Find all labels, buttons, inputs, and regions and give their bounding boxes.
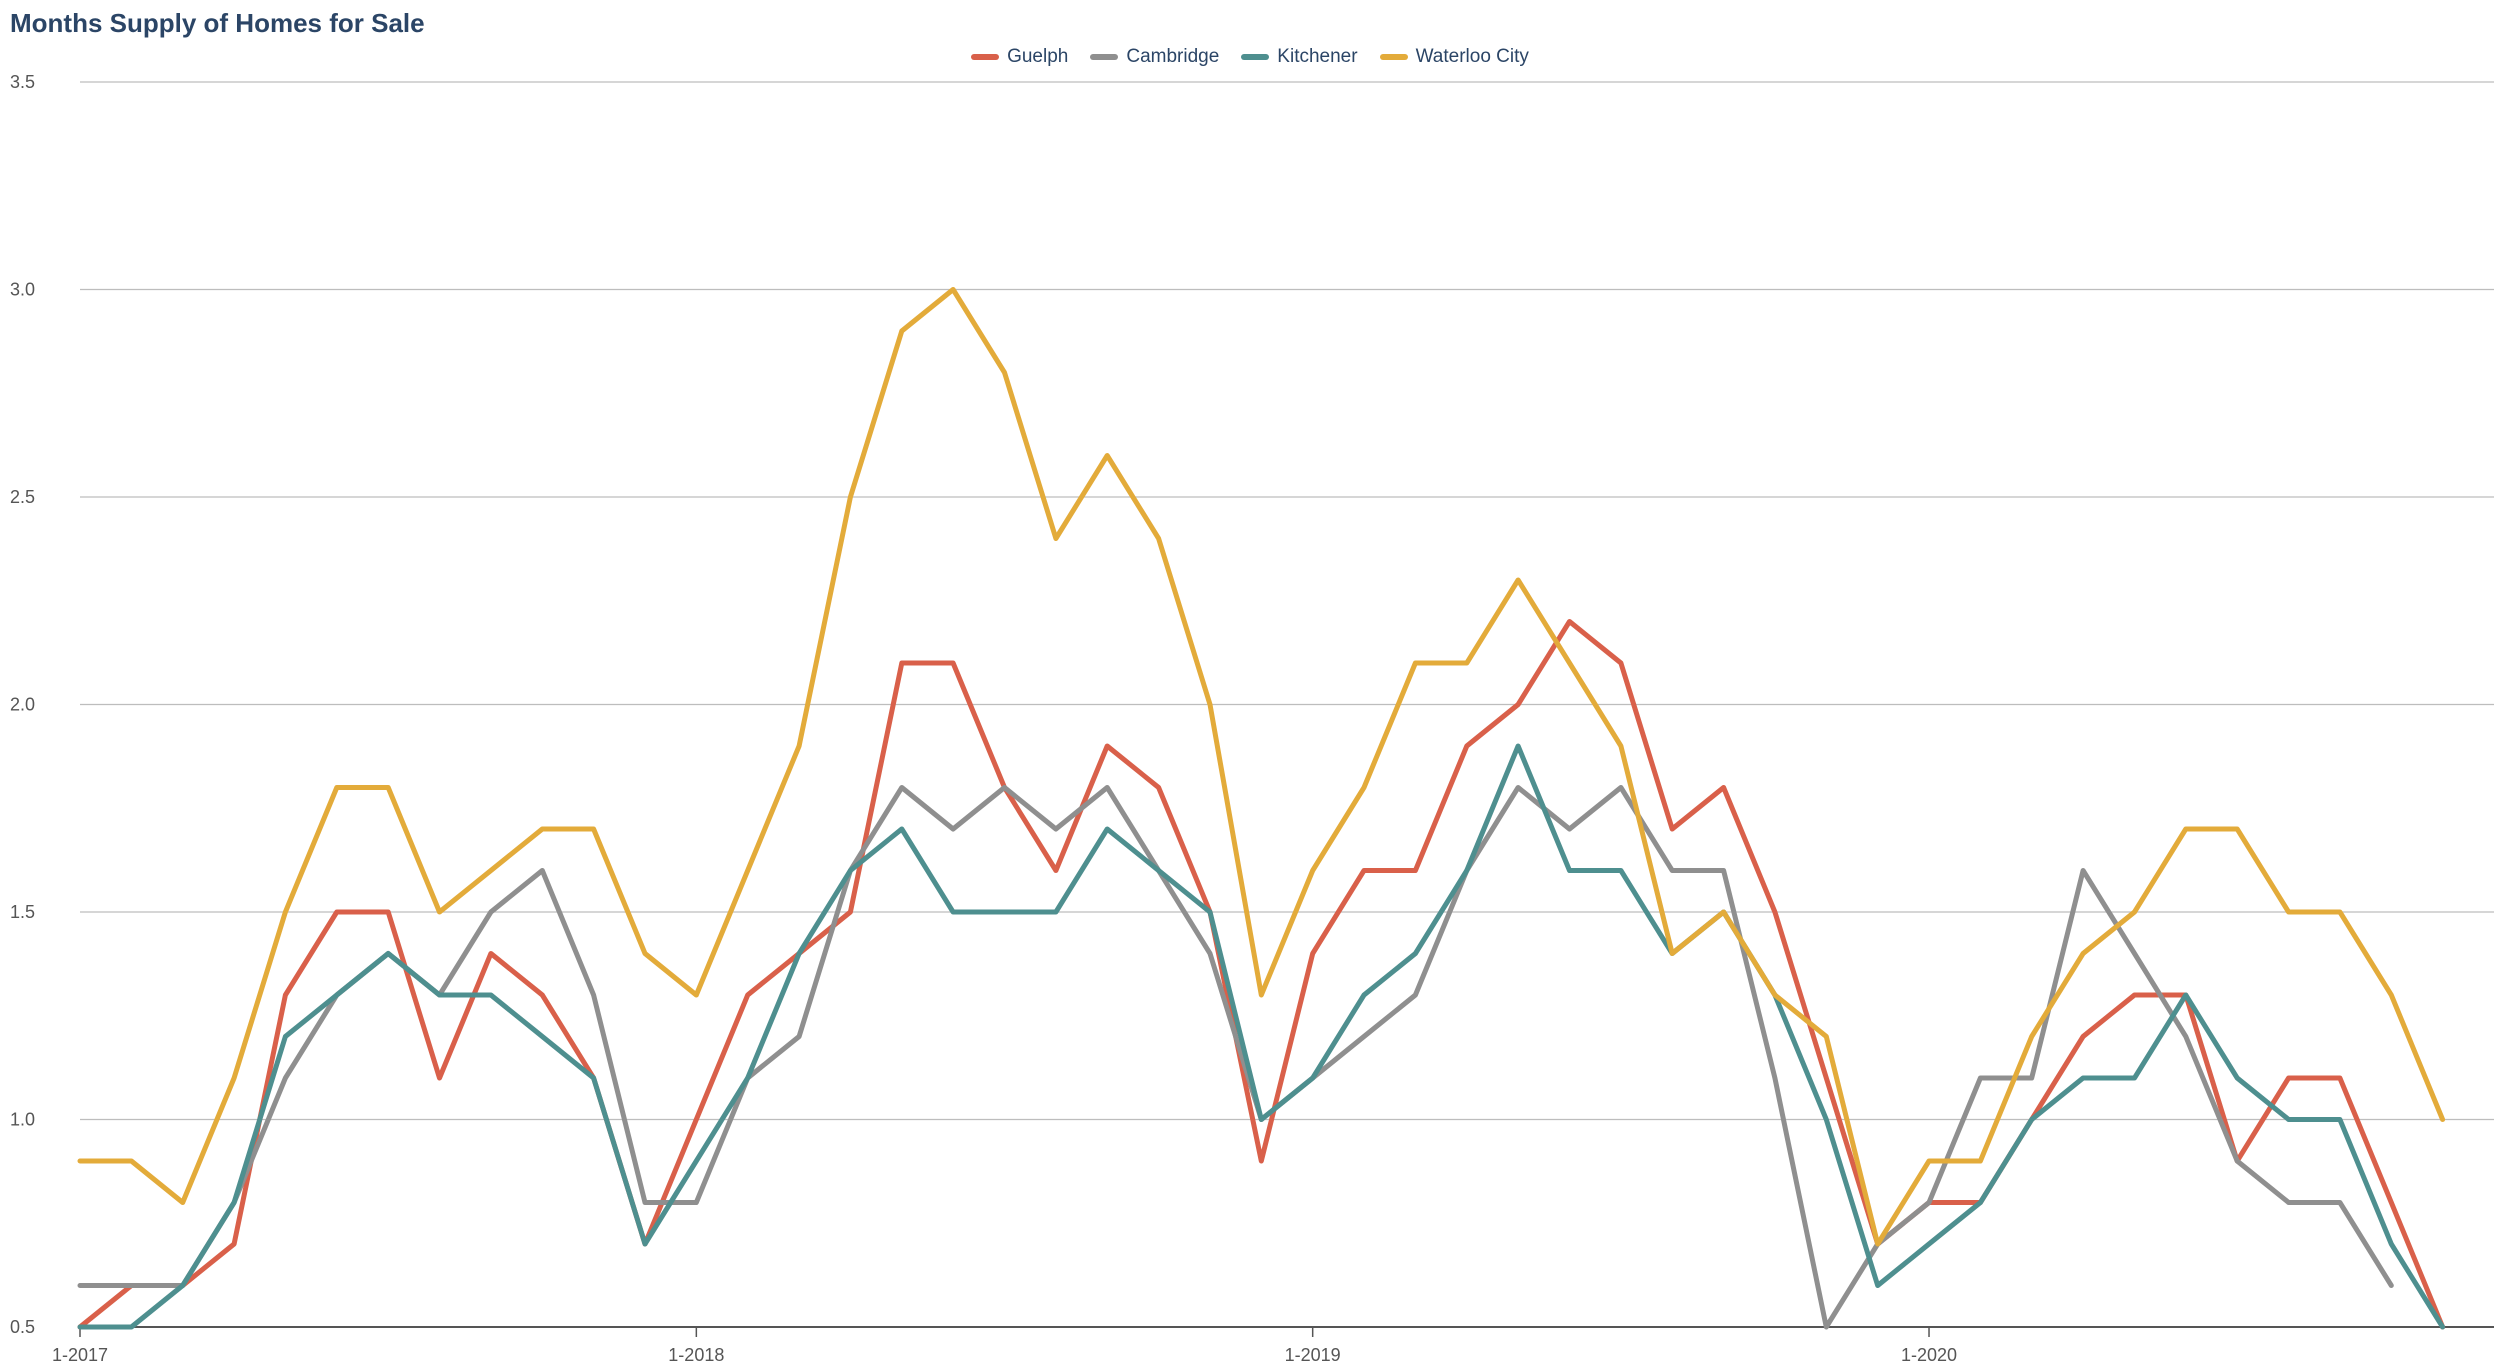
- y-tick-label: 1.5: [10, 902, 35, 922]
- y-tick-label: 3.0: [10, 280, 35, 300]
- x-tick-label: 1-2019: [1285, 1345, 1341, 1361]
- legend-label: Guelph: [1007, 46, 1069, 67]
- chart-title: Months Supply of Homes for Sale: [10, 8, 425, 38]
- y-tick-label: 1.0: [10, 1110, 35, 1130]
- gridlines: [80, 81, 2494, 1328]
- y-axis: 0.5 1.0 1.5 2.0 2.5 3.0 3.5: [10, 72, 35, 1337]
- legend-swatch: [1090, 54, 1119, 60]
- legend-item-2[interactable]: Kitchener: [1241, 46, 1358, 68]
- y-tick-label: 3.5: [10, 72, 35, 92]
- legend: Guelph Cambridge Kitchener Waterloo City: [0, 46, 2500, 68]
- x-axis: 1-2017 1-2018 1-2019 1-2020: [52, 1327, 1957, 1361]
- series-lines: [77, 287, 2446, 1330]
- legend-swatch: [1241, 54, 1270, 60]
- series-line-guelph[interactable]: [77, 619, 2446, 1330]
- legend-swatch: [1379, 54, 1408, 60]
- legend-item-0[interactable]: Guelph: [971, 46, 1068, 68]
- legend-label: Kitchener: [1277, 46, 1358, 67]
- series-line-kitchener[interactable]: [77, 743, 2446, 1330]
- legend-item-3[interactable]: Waterloo City: [1379, 46, 1529, 68]
- y-tick-label: 2.0: [10, 695, 35, 715]
- y-tick-label: 0.5: [10, 1317, 35, 1337]
- series-line-cambridge[interactable]: [77, 785, 2394, 1330]
- legend-swatch: [971, 54, 1000, 60]
- x-tick-label: 1-2020: [1901, 1345, 1957, 1361]
- legend-label: Cambridge: [1126, 46, 1220, 67]
- series-line-waterloo-city[interactable]: [77, 287, 2446, 1247]
- legend-item-1[interactable]: Cambridge: [1090, 46, 1219, 68]
- y-tick-label: 2.5: [10, 487, 35, 507]
- legend-label: Waterloo City: [1415, 46, 1529, 67]
- x-tick-label: 1-2017: [52, 1345, 108, 1361]
- x-tick-label: 1-2018: [668, 1345, 724, 1361]
